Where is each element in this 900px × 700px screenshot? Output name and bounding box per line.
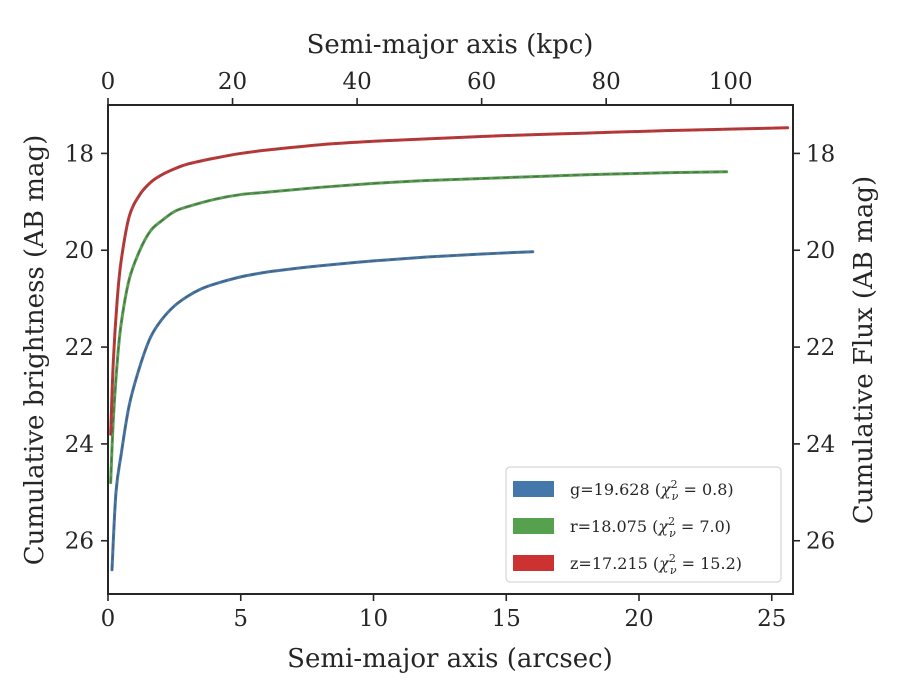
legend-chi-value: = 0.8) xyxy=(678,480,733,499)
legend-chi-value: = 15.2) xyxy=(677,554,742,573)
legend: g=19.628 (χ2 ν = 0.8)r=18.075 (χ2 ν = 7.0)… xyxy=(505,466,782,583)
right-y-tick-label: 24 xyxy=(806,432,835,458)
x-tick-label: 5 xyxy=(233,606,248,632)
x-tick-label: 25 xyxy=(757,606,786,632)
y-tick-label: 20 xyxy=(65,238,94,264)
legend-chi-symbol: χ xyxy=(660,480,672,499)
x-tick-label: 20 xyxy=(624,606,653,632)
top-x-tick-label: 80 xyxy=(592,69,621,95)
series-line-1 xyxy=(109,170,729,485)
right-y-tick-label: 18 xyxy=(806,141,835,167)
x-tick-label: 15 xyxy=(492,606,521,632)
legend-label-1: r=18.075 (χ2 ν = 7.0) xyxy=(570,515,731,540)
y-tick-label: 26 xyxy=(65,529,94,555)
legend-box xyxy=(505,466,782,583)
series-model-line-1 xyxy=(110,171,727,483)
legend-chi-subscript: ν xyxy=(670,564,677,577)
legend-label-0: g=19.628 (χ2 ν = 0.8) xyxy=(570,478,734,503)
legend-label-value: g=19.628 ( xyxy=(570,480,661,499)
y-tick-label: 22 xyxy=(65,335,94,361)
y-tick-label: 24 xyxy=(65,432,94,458)
top-x-tick-label: 100 xyxy=(709,69,753,95)
legend-swatch-1 xyxy=(513,518,554,534)
ticks-layer: 0 5 10 15 20 250 20 40 60 80 100182022242618202224… xyxy=(65,69,836,632)
legend-label-value: z=17.215 ( xyxy=(570,554,659,573)
legend-chi-value: = 7.0) xyxy=(676,517,731,536)
plot-frame xyxy=(107,104,794,595)
legend-chi-subscript: ν xyxy=(669,527,676,540)
legend-chi-superscript: 2 xyxy=(668,515,675,528)
legend-chi-subscript: ν xyxy=(672,490,679,503)
legend-chi-symbol: χ xyxy=(658,554,670,573)
y-tick-label: 18 xyxy=(65,141,94,167)
right-y-tick-label: 22 xyxy=(806,335,835,361)
series-model-line-0 xyxy=(111,251,533,570)
y-axis-title: Cumulative brightness (AB mag) xyxy=(20,135,50,566)
top-x-tick-label: 0 xyxy=(101,69,116,95)
top-x-tick-label: 40 xyxy=(342,69,371,95)
series-layer xyxy=(109,126,790,572)
legend-chi-superscript: 2 xyxy=(669,552,676,565)
legend-chi-symbol: χ xyxy=(657,517,669,536)
x-tick-label: 10 xyxy=(359,606,388,632)
legend-chi-superscript: 2 xyxy=(671,478,678,491)
legend-label-value: r=18.075 ( xyxy=(570,517,658,536)
x-tick-label: 0 xyxy=(101,606,116,632)
top-x-axis-title: Semi-major axis (kpc) xyxy=(307,30,594,60)
series-line-0 xyxy=(110,250,535,572)
top-x-tick-label: 60 xyxy=(467,69,496,95)
right-y-axis-title: Cumulative Flux (AB mag) xyxy=(849,176,879,524)
x-axis-title: Semi-major axis (arcsec) xyxy=(287,644,613,674)
series-model-line-2 xyxy=(110,127,788,435)
right-y-tick-label: 20 xyxy=(806,238,835,264)
top-x-tick-label: 20 xyxy=(218,69,247,95)
legend-swatch-0 xyxy=(513,481,554,497)
right-y-tick-label: 26 xyxy=(806,529,835,555)
legend-swatch-2 xyxy=(513,555,554,571)
legend-label-2: z=17.215 (χ2 ν = 15.2) xyxy=(570,552,742,577)
